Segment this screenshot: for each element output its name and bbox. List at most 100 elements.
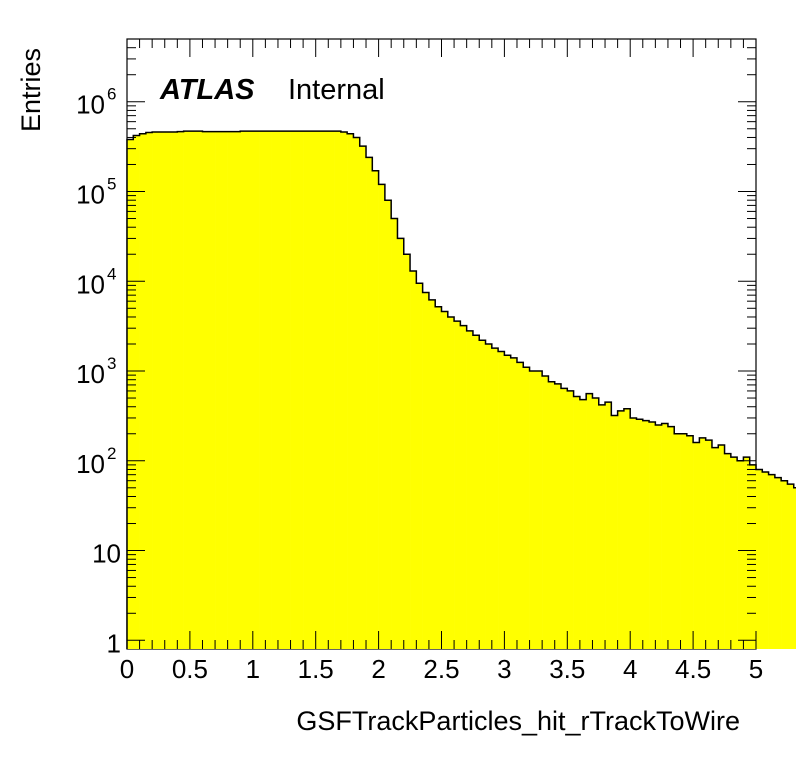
- histogram-series: [126, 130, 796, 650]
- histogram-bin: [586, 393, 593, 649]
- histogram-bin: [636, 419, 644, 649]
- histogram-bin: [781, 480, 788, 649]
- histogram-bin: [649, 422, 656, 649]
- histogram-bin: [259, 131, 266, 650]
- x-tick-label: 4: [623, 654, 637, 684]
- histogram-bin: [730, 457, 738, 649]
- histogram-bin: [623, 408, 631, 649]
- histogram-bin: [233, 131, 241, 650]
- x-tick-label: 0.5: [172, 654, 208, 684]
- histogram-bin: [535, 371, 543, 649]
- histogram-bin: [221, 131, 228, 650]
- histogram-bin: [542, 376, 549, 649]
- histogram-bin: [133, 135, 140, 649]
- x-tick-label: 5: [749, 654, 763, 684]
- histogram-bin: [397, 238, 405, 649]
- axis-ticks: [126, 38, 757, 649]
- histogram-bin: [598, 404, 606, 649]
- histogram-bin: [485, 344, 493, 649]
- y-tick-label: 10: [76, 449, 105, 479]
- histogram-bin: [491, 348, 499, 649]
- histogram-bin: [787, 484, 795, 649]
- y-tick-exponent: 6: [107, 85, 116, 104]
- histogram-bin: [523, 367, 530, 649]
- histogram-bin: [630, 417, 637, 649]
- histogram-bin: [674, 433, 681, 649]
- histogram-bin: [573, 396, 581, 649]
- histogram-bin: [686, 435, 694, 649]
- histogram-outline: [126, 130, 796, 649]
- histogram-bin: [366, 157, 373, 649]
- histogram-bin: [529, 371, 537, 649]
- histogram-bin: [617, 410, 625, 649]
- x-tick-label: 3: [497, 654, 511, 684]
- histogram-bin: [749, 464, 757, 649]
- y-tick-label: 10: [76, 359, 105, 389]
- x-tick-label: 4.5: [675, 654, 711, 684]
- histogram-bin: [328, 131, 335, 650]
- x-tick-label: 2.5: [423, 654, 459, 684]
- histogram-bin: [309, 131, 316, 650]
- x-tick-labels: 0 0.5 1 1.5 2 2.5 3 3.5 4 4.5 5: [120, 654, 763, 684]
- histogram-bin: [611, 415, 618, 649]
- histogram-bin: [347, 133, 354, 650]
- histogram-bin: [410, 271, 417, 649]
- histogram-bin: [321, 131, 329, 650]
- histogram-bin: [422, 292, 430, 649]
- histogram-bin: [561, 388, 568, 649]
- histogram-bin: [139, 133, 147, 650]
- internal-label: Internal: [288, 74, 385, 106]
- histogram-bin: [724, 453, 732, 649]
- histogram-bin: [711, 447, 719, 649]
- histogram-bin: [516, 362, 524, 649]
- y-tick-exponent: 5: [107, 175, 116, 194]
- histogram-bin: [605, 402, 612, 649]
- histogram-bin: [472, 335, 480, 649]
- histogram-bin: [774, 477, 782, 649]
- histogram-bin: [642, 420, 650, 649]
- histogram-bin: [183, 131, 191, 650]
- histogram-bin: [548, 381, 556, 649]
- histogram-bin: [693, 442, 700, 649]
- histogram-bin: [756, 469, 763, 649]
- histogram-bin: [428, 299, 436, 649]
- histogram-bin: [240, 131, 247, 650]
- y-tick-label: 10: [76, 90, 105, 120]
- x-tick-label: 1.5: [298, 654, 334, 684]
- histogram-bin: [353, 137, 361, 649]
- y-tick-label: 10: [92, 539, 121, 569]
- histogram-bin: [403, 254, 411, 650]
- x-tick-label: 2: [371, 654, 385, 684]
- histogram-bin: [265, 131, 272, 650]
- histogram-bin: [391, 218, 398, 649]
- histogram-bin: [699, 437, 706, 649]
- histogram-bin: [680, 433, 688, 649]
- histogram-bin: [208, 131, 216, 650]
- histogram-bin: [466, 330, 474, 649]
- histogram-bin: [296, 131, 304, 650]
- histogram-bin: [435, 306, 442, 649]
- histogram-bin: [655, 425, 662, 649]
- histogram-bin: [504, 355, 511, 649]
- histogram-bin: [127, 139, 134, 649]
- histogram-bin: [737, 460, 744, 649]
- histogram-bin: [215, 131, 222, 650]
- histogram-bin: [510, 357, 518, 649]
- histogram-bin: [158, 132, 166, 649]
- histogram-bin: [227, 131, 235, 650]
- histogram-bin: [334, 131, 342, 650]
- histogram-bin: [762, 472, 769, 649]
- histogram-bin: [303, 131, 310, 650]
- x-tick-label: 0: [120, 654, 134, 684]
- histogram-bin: [479, 340, 486, 649]
- histogram-bin: [372, 170, 379, 649]
- x-tick-label: 3.5: [549, 654, 585, 684]
- x-tick-label: 1: [246, 654, 260, 684]
- histogram-bin: [743, 457, 751, 649]
- y-tick-label: 10: [76, 180, 105, 210]
- y-tick-exponent: 3: [107, 354, 116, 373]
- y-axis-title: Entries: [16, 48, 46, 132]
- histogram-bin: [718, 444, 725, 649]
- atlas-label: ATLAS: [159, 74, 255, 106]
- histogram-bin: [460, 325, 467, 649]
